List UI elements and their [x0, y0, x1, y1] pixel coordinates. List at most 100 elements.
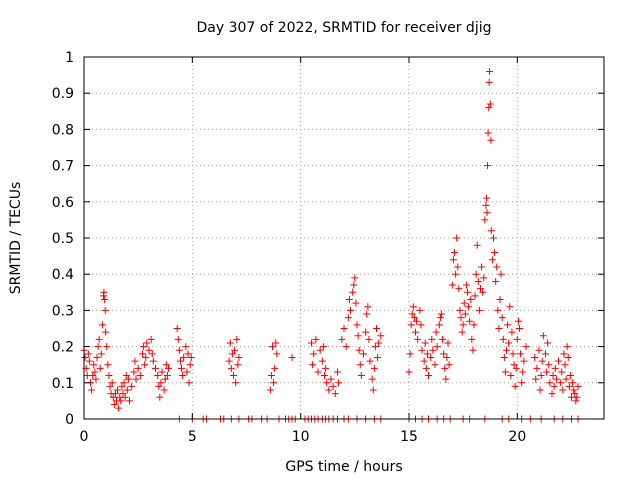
- data-point: [483, 209, 491, 217]
- data-point: [427, 353, 435, 361]
- data-point: [557, 379, 565, 387]
- data-point: [319, 343, 327, 351]
- data-point: [480, 274, 488, 282]
- data-point: [442, 375, 450, 383]
- data-point: [466, 317, 474, 325]
- x-tick-label: 15: [400, 429, 418, 445]
- data-point: [128, 382, 136, 390]
- data-point: [494, 306, 502, 314]
- data-point: [117, 397, 125, 405]
- data-point: [488, 256, 496, 264]
- data-point: [271, 364, 279, 372]
- data-point: [511, 382, 519, 390]
- data-point: [570, 386, 578, 394]
- data-point: [179, 372, 187, 380]
- data-point: [231, 346, 239, 354]
- data-point: [182, 343, 190, 351]
- data-point: [267, 372, 275, 380]
- data-point: [413, 317, 421, 325]
- data-point: [544, 339, 552, 347]
- data-point: [481, 216, 489, 224]
- data-point: [475, 306, 483, 314]
- data-point: [512, 364, 520, 372]
- data-point: [149, 357, 157, 365]
- data-point: [495, 325, 503, 332]
- data-point: [88, 386, 96, 394]
- data-point: [227, 364, 235, 372]
- data-point: [470, 321, 478, 329]
- data-point: [485, 104, 493, 112]
- data-point: [448, 281, 456, 289]
- data-point: [353, 321, 361, 329]
- data-point: [464, 288, 471, 296]
- data-point: [552, 375, 560, 383]
- data-point: [406, 350, 414, 358]
- data-point: [104, 361, 112, 369]
- data-point: [477, 285, 484, 293]
- data-point: [334, 368, 341, 376]
- grid-lines: [84, 57, 604, 419]
- data-point: [509, 350, 517, 358]
- data-point: [310, 350, 318, 358]
- data-point: [566, 372, 574, 380]
- data-point: [456, 306, 464, 314]
- data-point: [531, 353, 539, 361]
- data-point: [121, 393, 129, 401]
- data-point: [351, 274, 359, 282]
- data-point: [142, 353, 150, 361]
- data-points: [80, 67, 582, 423]
- data-point: [362, 328, 370, 336]
- data-point: [152, 364, 159, 372]
- y-tick-label: 0.1: [52, 376, 74, 392]
- data-point: [420, 357, 428, 365]
- data-point: [471, 292, 479, 300]
- data-point: [160, 386, 168, 394]
- data-point: [143, 339, 151, 347]
- data-point: [428, 335, 436, 343]
- y-tick-label: 0.9: [52, 86, 74, 102]
- data-point: [479, 288, 487, 296]
- data-point: [520, 357, 528, 365]
- data-point: [119, 390, 127, 398]
- data-point: [417, 321, 425, 329]
- data-point: [565, 382, 573, 390]
- data-point: [574, 382, 582, 390]
- data-point: [572, 397, 580, 405]
- data-point: [569, 379, 577, 387]
- data-point: [110, 401, 118, 409]
- data-point: [375, 339, 383, 347]
- data-point: [499, 335, 507, 343]
- data-point: [114, 386, 122, 394]
- data-point: [228, 350, 236, 358]
- data-point: [230, 372, 237, 380]
- x-tick-label: 0: [80, 429, 89, 445]
- data-point: [109, 393, 117, 401]
- data-point: [368, 375, 376, 383]
- data-point: [483, 162, 491, 170]
- data-point: [548, 390, 556, 398]
- data-point: [510, 361, 518, 369]
- data-point: [155, 382, 163, 390]
- data-point: [462, 281, 470, 289]
- data-point: [414, 335, 422, 343]
- data-point: [508, 328, 516, 336]
- data-point: [455, 285, 463, 293]
- data-point: [460, 299, 468, 307]
- data-point: [451, 248, 458, 256]
- data-point: [514, 317, 522, 325]
- data-point: [486, 100, 494, 108]
- data-point: [145, 346, 153, 354]
- data-point: [165, 364, 172, 372]
- data-point: [308, 339, 315, 347]
- data-point: [559, 386, 567, 394]
- data-point: [461, 310, 469, 318]
- data-point: [234, 361, 242, 369]
- data-point: [314, 368, 322, 376]
- data-point: [134, 364, 142, 372]
- x-tick-label: 5: [188, 429, 197, 445]
- data-point: [497, 270, 505, 278]
- data-point: [96, 364, 104, 372]
- data-point: [561, 361, 569, 369]
- data-point: [84, 350, 92, 358]
- data-point: [518, 379, 526, 387]
